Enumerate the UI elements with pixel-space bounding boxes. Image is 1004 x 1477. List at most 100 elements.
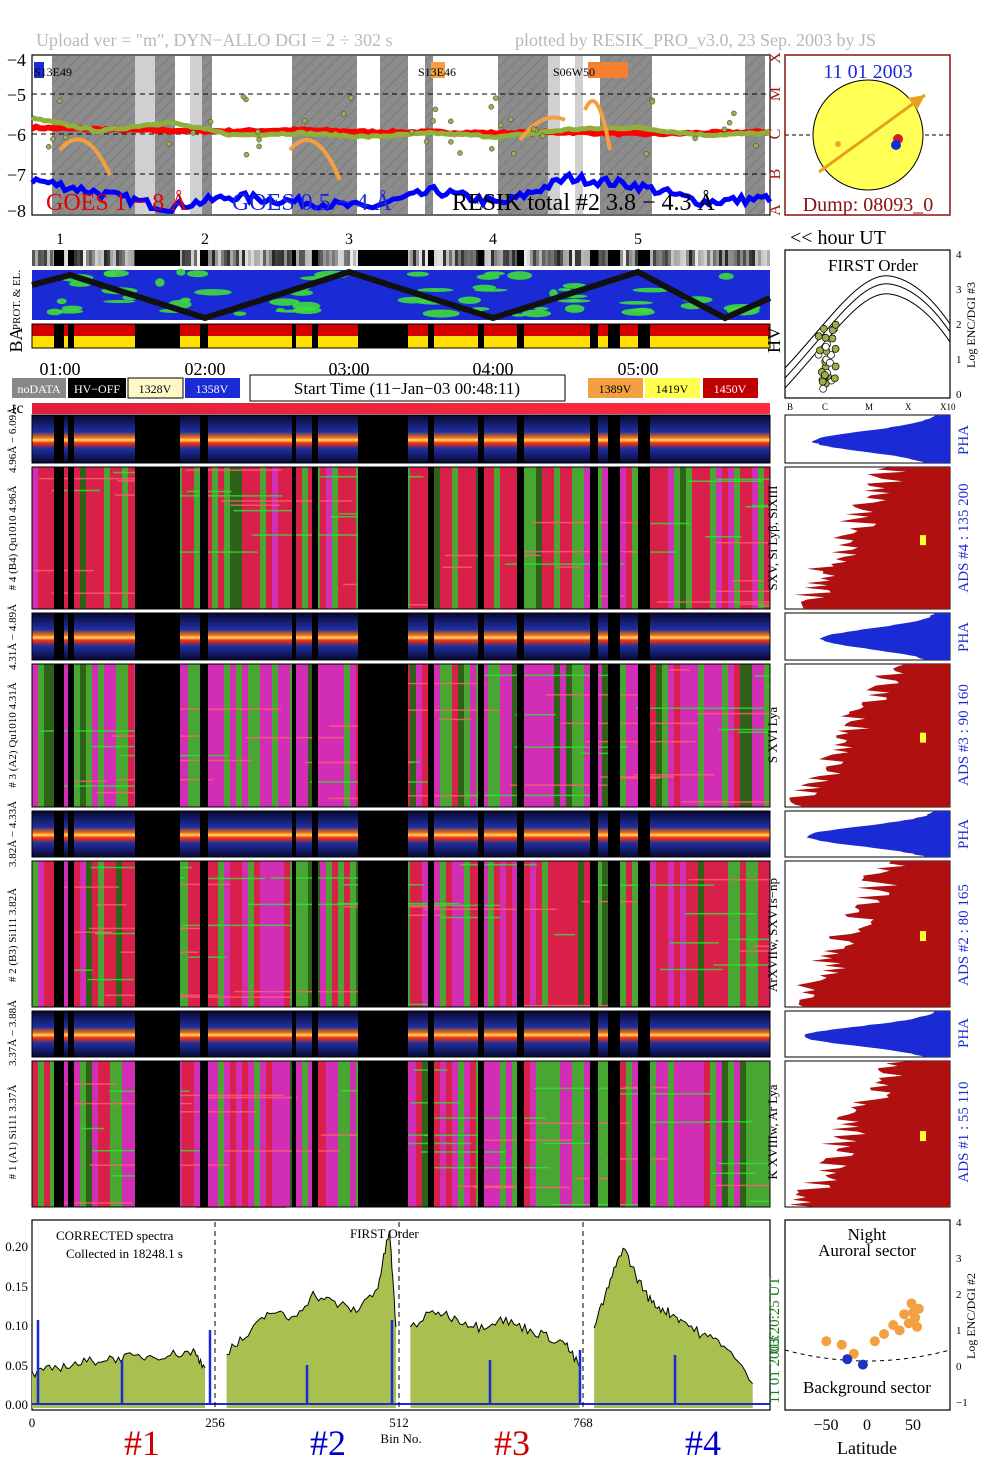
gray-strip-cell bbox=[224, 250, 227, 266]
spectrogram-column bbox=[248, 664, 254, 807]
spectrogram-streak bbox=[739, 950, 770, 952]
gray-strip-cell bbox=[476, 250, 479, 266]
gray-strip-cell bbox=[698, 250, 701, 266]
spectrogram-streak bbox=[112, 471, 155, 474]
spectrogram-column bbox=[338, 664, 344, 807]
first-order-point bbox=[819, 384, 827, 393]
ar-dot bbox=[891, 140, 901, 150]
spectrum-order-label: FIRST Order bbox=[350, 1226, 419, 1241]
channel-label: #3 bbox=[494, 1423, 530, 1463]
spectrogram-streak bbox=[53, 886, 120, 888]
resik-point bbox=[409, 129, 415, 135]
orbit-number: 2 bbox=[201, 231, 209, 248]
spectrogram-column bbox=[248, 861, 254, 1007]
spectrogram-gap bbox=[517, 467, 524, 609]
night-ytick: 2 bbox=[956, 1289, 962, 1301]
spectrogram-column bbox=[686, 1061, 692, 1207]
spectrogram-column bbox=[122, 467, 128, 609]
goes-ytick: −5 bbox=[7, 85, 26, 105]
night-point bbox=[894, 1325, 905, 1336]
night-subtitle: Auroral sector bbox=[818, 1241, 916, 1260]
gray-strip-gap bbox=[358, 250, 408, 266]
gray-strip-cell bbox=[713, 250, 716, 266]
spectrogram-streak bbox=[457, 1185, 514, 1187]
spectrogram-streak bbox=[706, 1120, 753, 1123]
goes-ytick: −6 bbox=[7, 125, 26, 145]
spectrogram-column bbox=[38, 1061, 44, 1207]
hv-off bbox=[590, 324, 598, 348]
spectrogram-streak bbox=[410, 1102, 462, 1104]
green-blob bbox=[566, 298, 583, 303]
spectrogram-column bbox=[494, 1061, 500, 1207]
spectrogram-column bbox=[566, 1061, 572, 1207]
spectrogram-column bbox=[248, 1061, 254, 1207]
gray-strip-cell bbox=[263, 250, 266, 266]
ads-histogram bbox=[794, 467, 950, 609]
spectrogram-streak bbox=[442, 566, 473, 569]
gray-strip-cell bbox=[680, 250, 683, 266]
spectrogram-streak bbox=[522, 1004, 616, 1007]
gray-strip-cell bbox=[692, 250, 695, 266]
spectrogram-gap bbox=[428, 1011, 434, 1057]
night-xlabel: Latitude bbox=[837, 1438, 897, 1458]
spectrogram-gap bbox=[135, 1061, 180, 1207]
spectrogram-streak bbox=[521, 550, 637, 553]
legend-resik: RESIK total #2 3.8 − 4.3 Å bbox=[452, 190, 716, 216]
gray-strip-gap bbox=[135, 250, 180, 266]
spectrogram-column bbox=[38, 861, 44, 1007]
gray-strip-gap bbox=[638, 250, 650, 266]
time-tick: 03:00 bbox=[328, 359, 369, 379]
spectrogram-gap bbox=[590, 811, 598, 857]
fo-ytick: 3 bbox=[956, 284, 962, 296]
spec-xtick: 0 bbox=[29, 1415, 36, 1430]
spectrogram-streak bbox=[596, 884, 715, 886]
channel-label: #4 bbox=[685, 1423, 721, 1463]
spectrogram-streak bbox=[754, 675, 770, 677]
spectrogram-streak bbox=[687, 480, 763, 483]
resik-point bbox=[243, 151, 250, 158]
spectrogram-column bbox=[236, 1061, 242, 1207]
gray-strip-cell bbox=[278, 250, 281, 266]
spectrogram-gap bbox=[68, 811, 74, 857]
spectrogram-column bbox=[668, 467, 674, 609]
spectrogram-streak bbox=[688, 878, 770, 881]
spectrum-line bbox=[31, 1347, 206, 1379]
spectrogram-column bbox=[668, 664, 674, 807]
gray-strip-cell bbox=[539, 250, 542, 266]
spectrogram-gap bbox=[590, 664, 598, 807]
spectrogram-gap bbox=[200, 467, 208, 609]
goes-ytick: −7 bbox=[7, 165, 26, 185]
spectrogram-streak bbox=[635, 707, 766, 709]
night-shade-light bbox=[575, 56, 583, 214]
spectrogram-streak bbox=[633, 774, 715, 776]
gray-strip-gap bbox=[517, 250, 524, 266]
spectrogram-column bbox=[656, 664, 662, 807]
spectrogram-column bbox=[80, 664, 86, 807]
spectrogram-column bbox=[716, 1061, 722, 1207]
spectrogram-column bbox=[458, 664, 464, 807]
spectrogram-gap bbox=[358, 1061, 408, 1207]
spectrogram-column bbox=[548, 1061, 554, 1207]
night-xtick: 0 bbox=[863, 1417, 871, 1434]
ads-marker bbox=[920, 535, 926, 546]
spectrogram-streak bbox=[164, 495, 283, 497]
spectrogram-gap bbox=[54, 467, 64, 609]
spectrogram-column bbox=[530, 1061, 536, 1207]
spectrogram-streak bbox=[738, 731, 770, 733]
spectrogram-column bbox=[554, 1061, 560, 1207]
spectrogram-column bbox=[50, 1061, 56, 1207]
night-point bbox=[912, 1321, 922, 1332]
spectrogram-column bbox=[80, 861, 86, 1007]
ads-marker bbox=[920, 732, 926, 743]
spectrogram-column bbox=[584, 1061, 590, 1207]
resik-point bbox=[340, 111, 347, 117]
flare-trace bbox=[583, 98, 612, 151]
spectrogram-gap bbox=[135, 664, 180, 807]
gray-strip-cell bbox=[689, 250, 692, 266]
spectrogram-streak bbox=[555, 566, 582, 568]
spectrogram-column bbox=[542, 664, 548, 807]
gray-strip-cell bbox=[665, 250, 668, 266]
spectrum-date: 11 01 2003 bbox=[767, 1337, 783, 1404]
spectrogram-column bbox=[236, 664, 242, 807]
